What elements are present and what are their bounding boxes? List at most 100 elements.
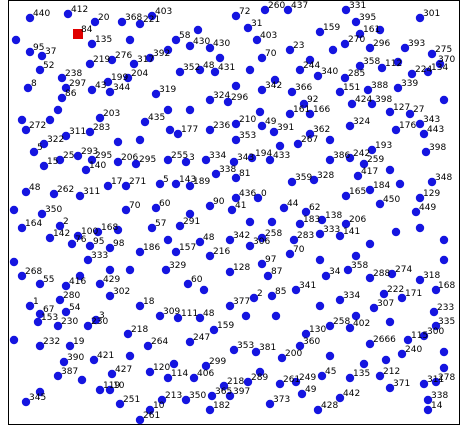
data-point [325,155,335,165]
data-point [163,45,173,55]
data-point [61,83,71,93]
data-point [125,35,135,45]
point-label: 353 [239,131,256,141]
point-label: 230 [91,317,108,327]
point-label: 306 [253,237,270,247]
data-point [391,125,401,135]
data-point [439,95,449,105]
point-label: 331 [349,1,366,11]
point-label: 87 [271,267,282,277]
point-label: 335 [438,317,455,327]
data-point [351,311,361,321]
data-point [400,43,410,53]
point-label: 166 [313,105,330,115]
point-label: 14 [431,401,443,411]
point-label: 72 [239,7,250,17]
data-point [163,105,173,115]
data-point [325,351,335,361]
data-point [395,179,405,189]
data-point [299,99,309,109]
data-point [277,353,287,363]
point-label: 189 [193,177,210,187]
point-label: 296 [373,39,390,49]
data-point [328,45,338,55]
point-label: 293 [81,147,98,157]
data-point [105,243,115,253]
data-point [325,135,335,145]
point-label: 8 [31,79,37,89]
point-label: 221 [143,15,160,25]
point-label: 10 [153,401,165,411]
data-point [45,233,55,243]
point-label: 311 [427,375,444,385]
point-label: 341 [299,281,316,291]
point-label: 247 [193,333,210,343]
data-point [9,205,19,215]
point-label: 151 [343,83,360,93]
data-point [231,173,241,183]
point-label: 388 [371,81,388,91]
data-point [369,303,379,313]
data-point [173,129,183,139]
point-label: 119 [103,381,120,391]
point-label: 199 [111,73,128,83]
data-point [185,209,195,219]
point-label: 301 [423,9,440,19]
data-point [385,165,395,175]
point-label: 348 [435,173,452,183]
data-point [89,355,99,365]
data-point [335,295,345,305]
point-label: 115 [411,331,428,341]
point-label: 182 [213,401,230,411]
data-point [175,67,185,77]
data-point [145,405,155,415]
point-label: 342 [233,231,250,241]
point-label: 449 [419,203,436,213]
data-point [117,17,127,27]
point-label: 57 [155,219,166,229]
point-label: 393 [408,39,425,49]
point-label: 267 [301,135,318,145]
point-label: 143 [179,175,196,185]
point-label: 386 [333,151,350,161]
data-point [257,121,267,131]
data-point [17,223,27,233]
point-label: 219 [93,55,110,65]
point-label: 3 [99,311,105,321]
data-point [345,373,355,383]
point-label: 100 [81,227,98,237]
point-label: 31 [251,19,262,29]
data-point [411,207,421,217]
point-label: 272 [29,121,46,131]
data-point [345,153,355,163]
data-point [75,191,85,201]
data-point [135,415,145,425]
data-point [363,85,373,95]
data-point [61,131,71,141]
data-point [61,281,71,291]
data-point [385,317,395,327]
point-label: 70 [293,245,305,255]
point-label: 224 [415,65,432,75]
data-point [257,233,267,243]
data-point [9,257,19,267]
point-label: 299 [209,357,226,367]
point-label: 344 [113,83,130,93]
point-label: 280 [63,291,80,301]
data-point [285,45,295,55]
data-point [313,405,323,415]
data-point [305,109,315,119]
point-label: 406 [197,369,214,379]
point-label: 443 [427,125,444,135]
point-label: 329 [169,261,186,271]
data-point [205,251,215,261]
data-point [123,329,133,339]
data-point [183,279,193,289]
data-point [275,141,285,151]
data-point [439,235,449,245]
point-label: 62 [309,203,320,213]
point-label: 141 [343,227,360,237]
data-point [135,301,145,311]
point-label: 362 [313,125,330,135]
point-label: 49 [265,117,277,127]
